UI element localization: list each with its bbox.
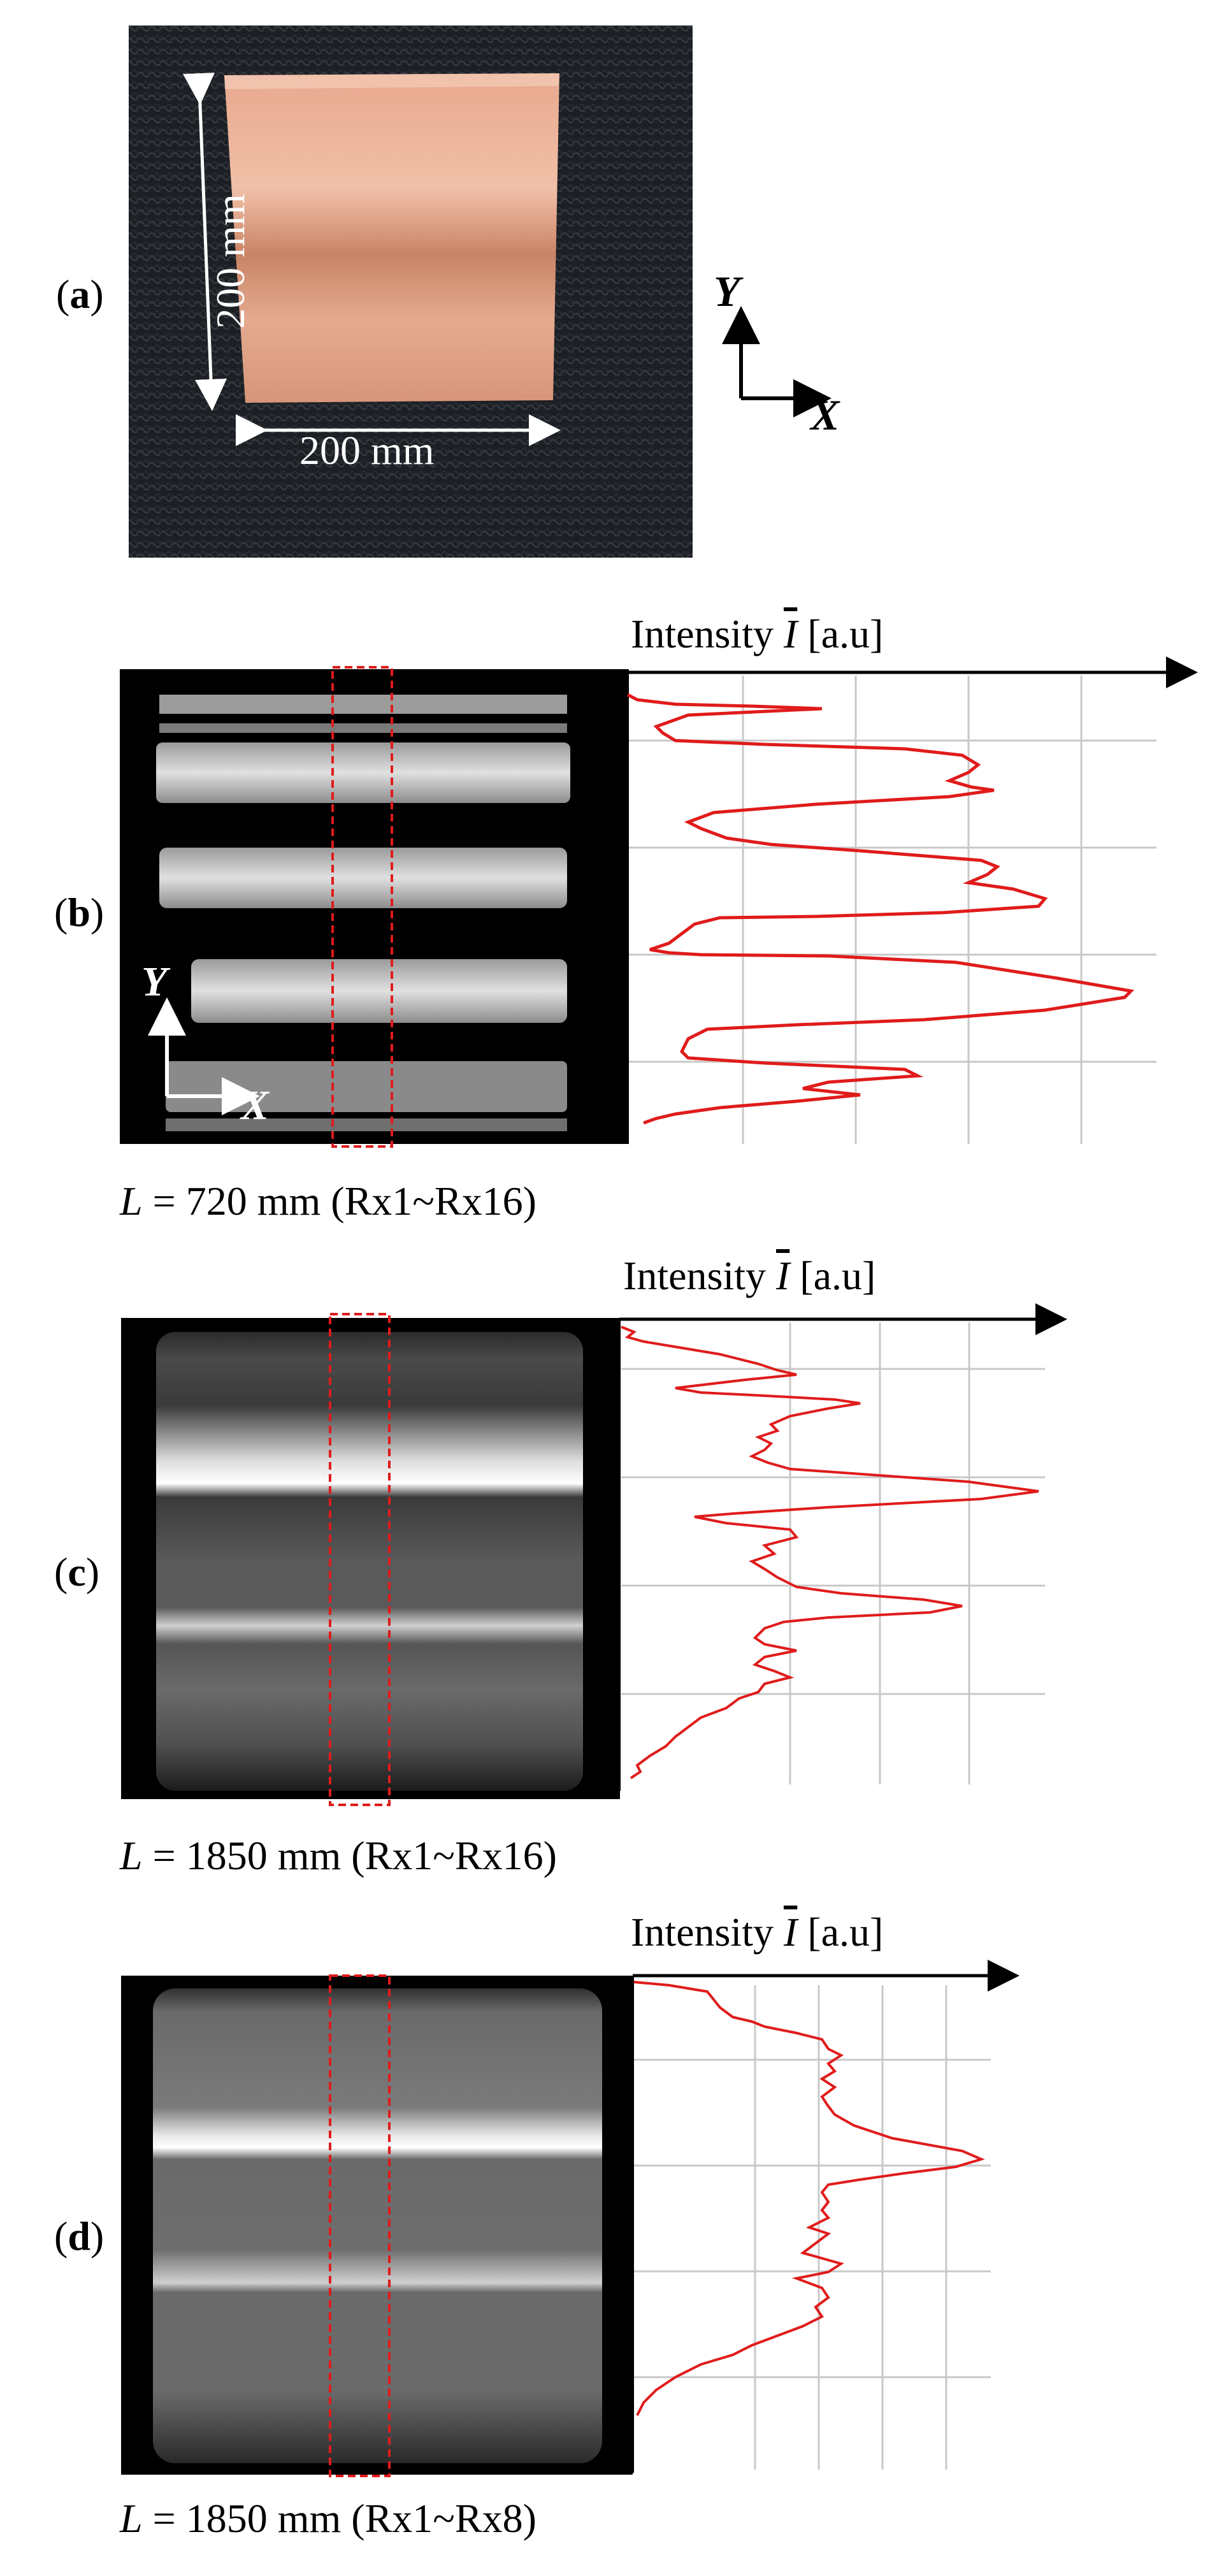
- image-b-axis-y-label: Y: [141, 959, 168, 1005]
- caption-b: L = 720 mm (Rx1~Rx16): [120, 1178, 537, 1224]
- image-d-roi: [329, 1974, 391, 2477]
- photo-dim-horizontal: 200 mm: [299, 428, 435, 473]
- profile-c-line: [621, 1326, 1039, 1779]
- profile-b-axis-title: Intensity I [a.u]: [631, 611, 884, 656]
- image-b-axis-x-label: X: [241, 1082, 270, 1129]
- panel-label-a: (a): [56, 271, 104, 317]
- photo-dim-vertical: 200 mm: [208, 194, 253, 329]
- image-b-roi: [331, 666, 393, 1148]
- image-c-roi: [329, 1313, 391, 1806]
- profile-b-line: [626, 693, 1135, 1125]
- caption-c: L = 1850 mm (Rx1~Rx16): [120, 1833, 557, 1878]
- profile-c-axis-title: Intensity I [a.u]: [623, 1253, 876, 1298]
- image-b-band-4: [166, 1061, 567, 1112]
- image-d-background: [121, 1976, 633, 2475]
- image-b-background: [120, 669, 626, 1144]
- image-b-band-3: [191, 959, 567, 1023]
- photo-axis-x-label: X: [810, 391, 840, 439]
- image-c-background: [121, 1318, 620, 1799]
- panel-label-b: (b): [54, 890, 104, 935]
- photo-axis-y-label: Y: [714, 267, 740, 315]
- image-b-band-1: [156, 742, 570, 803]
- profile-d-line: [633, 1981, 985, 2416]
- image-b-band-2: [159, 848, 567, 908]
- profile-d-axis-title: Intensity I [a.u]: [631, 1909, 884, 1955]
- panel-label-d: (d): [54, 2213, 104, 2259]
- copper-plate: [224, 73, 559, 403]
- panel-label-c: (c): [54, 1549, 100, 1595]
- caption-d: L = 1850 mm (Rx1~Rx8): [120, 2496, 537, 2541]
